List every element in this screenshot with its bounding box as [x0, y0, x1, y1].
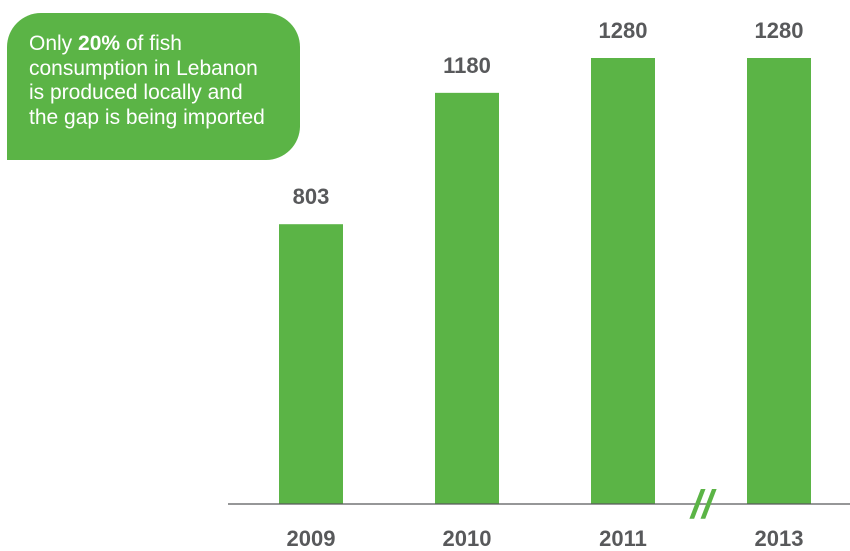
bar-2013 [747, 58, 811, 504]
callout-line-3: is produced locally and [29, 81, 243, 104]
x-tick-2013: 2013 [755, 526, 804, 551]
callout-line-2: consumption in Lebanon [29, 56, 258, 80]
data-label-2013: 1280 [755, 18, 804, 43]
x-tick-labels-group: 2009 2010 2011 2013 [287, 526, 804, 551]
bar-2010 [435, 92, 499, 504]
bar-2011 [591, 58, 655, 504]
bar-2009 [279, 224, 343, 504]
info-callout: Only 20% of fish consumption in Lebanon … [7, 13, 300, 160]
axis-break-marker: // [689, 483, 717, 527]
callout-highlight-percent: 20% [78, 32, 121, 55]
x-tick-2011: 2011 [599, 526, 647, 551]
callout-text-post: of fish [120, 32, 182, 55]
data-label-2009: 803 [293, 184, 330, 209]
data-label-2010: 1180 [443, 53, 491, 78]
bars-group [279, 58, 811, 504]
data-labels-group: 803 1180 1280 1280 [293, 18, 804, 209]
callout-line-4: the gap is being imported [29, 105, 265, 129]
callout-text-pre: Only [29, 32, 79, 55]
x-tick-2009: 2009 [287, 526, 336, 551]
data-label-2011: 1280 [599, 18, 648, 43]
x-tick-2010: 2010 [443, 526, 492, 551]
callout-line-1: Only 20% of fish [29, 32, 300, 57]
